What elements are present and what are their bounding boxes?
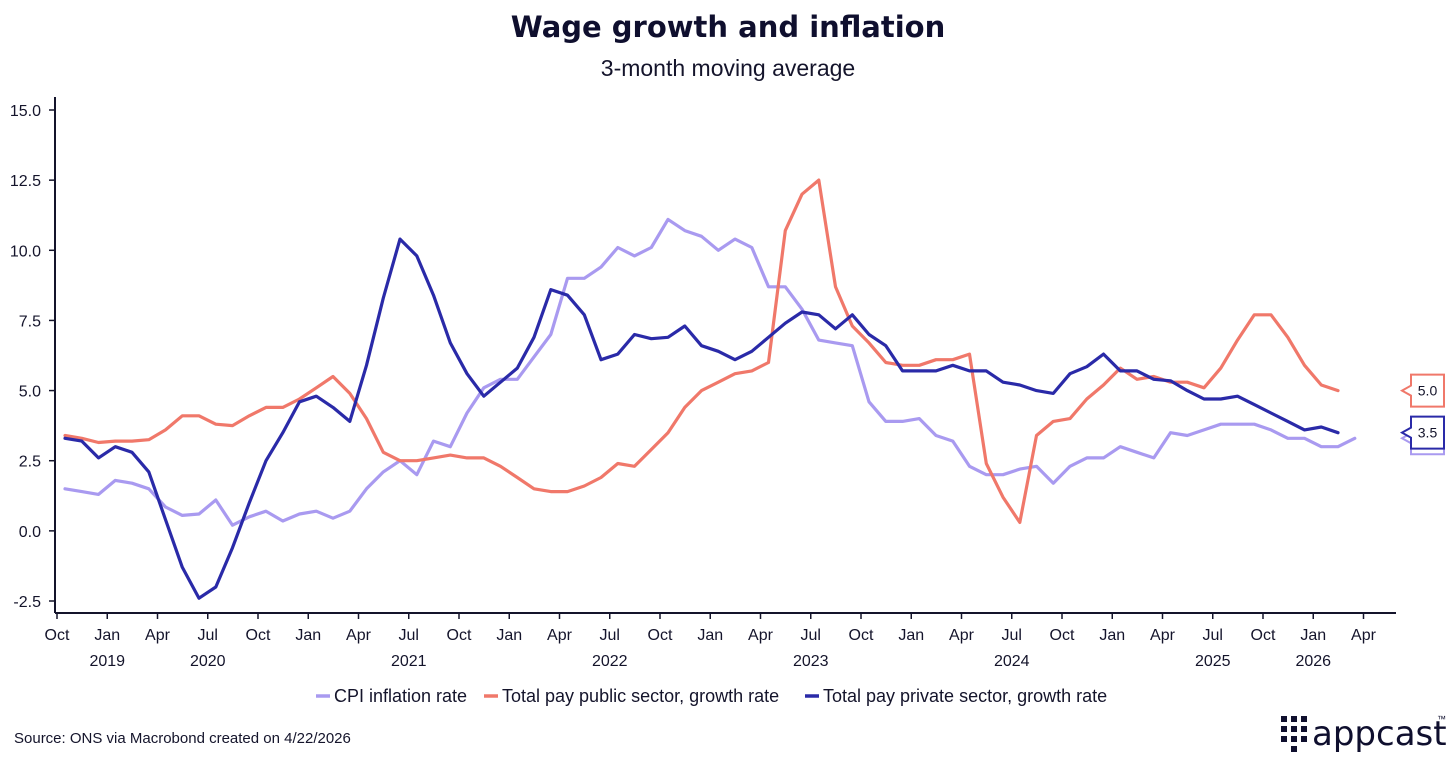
x-tick-label: Jan bbox=[1300, 627, 1326, 644]
x-axis: Oct Jan Apr Jul Oct Jan Apr Jul Oct Jan Apr Jul Oct J… bbox=[45, 612, 1396, 670]
x-tick-label: Jul bbox=[1002, 627, 1022, 644]
x-tick-label: Jul bbox=[801, 627, 821, 644]
legend-item-2: Total pay private sector, growth rate bbox=[805, 686, 1107, 706]
chart-title: Wage growth and inflation bbox=[511, 10, 946, 44]
legend: CPI inflation rate Total pay public secto… bbox=[316, 686, 1107, 706]
x-year-label: 2020 bbox=[190, 653, 226, 670]
end-value-tag: 5.0 bbox=[1399, 373, 1445, 408]
legend-item-1: Total pay public sector, growth rate bbox=[484, 686, 779, 706]
x-tick-label: Jan bbox=[697, 627, 723, 644]
y-tick-label: 5.0 bbox=[19, 384, 41, 401]
x-tick-label: Jul bbox=[399, 627, 419, 644]
x-tick-label: Jan bbox=[94, 627, 120, 644]
end-value-tag-box bbox=[1399, 373, 1445, 408]
x-tick-label: Jul bbox=[198, 627, 218, 644]
x-tick-label: Oct bbox=[648, 627, 673, 644]
appcast-mark-icon bbox=[1281, 716, 1307, 752]
legend-label: Total pay private sector, growth rate bbox=[823, 686, 1107, 706]
x-tick-label: Oct bbox=[447, 627, 472, 644]
x-tick-label: Jul bbox=[600, 627, 620, 644]
x-tick-label: Apr bbox=[547, 627, 573, 644]
series-points-2 bbox=[64, 239, 1339, 599]
y-tick-label: -2.5 bbox=[13, 594, 41, 611]
legend-label: CPI inflation rate bbox=[334, 686, 467, 706]
x-year-label: 2025 bbox=[1195, 653, 1231, 670]
trademark-mark: ™ bbox=[1437, 714, 1446, 724]
x-tick-label: Apr bbox=[1351, 627, 1377, 644]
source-note: Source: ONS via Macrobond created on 4/2… bbox=[14, 730, 351, 747]
series-line-1 bbox=[63, 178, 1340, 525]
x-tick-label: Oct bbox=[849, 627, 874, 644]
appcast-logo: appcast ™ bbox=[1281, 714, 1447, 754]
legend-label: Total pay public sector, growth rate bbox=[502, 686, 779, 706]
end-value-tag: 3.5 bbox=[1399, 415, 1445, 450]
series-lines bbox=[63, 178, 1357, 600]
y-tick-label: 15.0 bbox=[10, 103, 41, 120]
x-tick-label: Jan bbox=[1099, 627, 1125, 644]
x-tick-label: Apr bbox=[346, 627, 372, 644]
x-tick-label: Jan bbox=[295, 627, 321, 644]
x-year-label: 2024 bbox=[994, 653, 1030, 670]
x-tick-label: Apr bbox=[949, 627, 975, 644]
end-value-label: 3.5 bbox=[1418, 425, 1438, 441]
x-tick-label: Oct bbox=[1050, 627, 1075, 644]
legend-item-0: CPI inflation rate bbox=[316, 686, 467, 706]
x-tick-label: Oct bbox=[45, 627, 70, 644]
x-year-label: 2022 bbox=[592, 653, 628, 670]
series-points-0 bbox=[64, 219, 1355, 526]
end-tags: 3.35.03.5 bbox=[1399, 373, 1445, 456]
x-tick-label: Jan bbox=[496, 627, 522, 644]
end-value-label: 5.0 bbox=[1418, 383, 1438, 399]
y-axis: 15.0 12.5 10.0 7.5 5.0 2.5 0.0 -2.5 bbox=[10, 97, 56, 613]
chart-subtitle: 3-month moving average bbox=[601, 55, 855, 81]
series-line-0 bbox=[63, 217, 1357, 527]
x-tick-label: Apr bbox=[145, 627, 171, 644]
y-tick-label: 0.0 bbox=[19, 524, 41, 541]
x-year-label: 2021 bbox=[391, 653, 427, 670]
appcast-wordmark: appcast bbox=[1312, 714, 1447, 754]
y-tick-label: 7.5 bbox=[19, 313, 41, 330]
y-tick-label: 12.5 bbox=[10, 173, 41, 190]
x-year-label: 2019 bbox=[89, 653, 125, 670]
series-line-2 bbox=[63, 237, 1340, 600]
x-tick-label: Jan bbox=[898, 627, 924, 644]
x-year-label: 2023 bbox=[793, 653, 829, 670]
x-tick-label: Oct bbox=[1251, 627, 1276, 644]
y-tick-label: 10.0 bbox=[10, 243, 41, 260]
x-tick-label: Oct bbox=[246, 627, 271, 644]
x-tick-label: Apr bbox=[748, 627, 774, 644]
end-value-tag-box bbox=[1399, 415, 1445, 450]
series-points-1 bbox=[64, 180, 1339, 523]
x-tick-label: Apr bbox=[1150, 627, 1176, 644]
x-tick-label: Jul bbox=[1203, 627, 1223, 644]
y-tick-label: 2.5 bbox=[19, 454, 41, 471]
x-year-label: 2026 bbox=[1295, 653, 1331, 670]
